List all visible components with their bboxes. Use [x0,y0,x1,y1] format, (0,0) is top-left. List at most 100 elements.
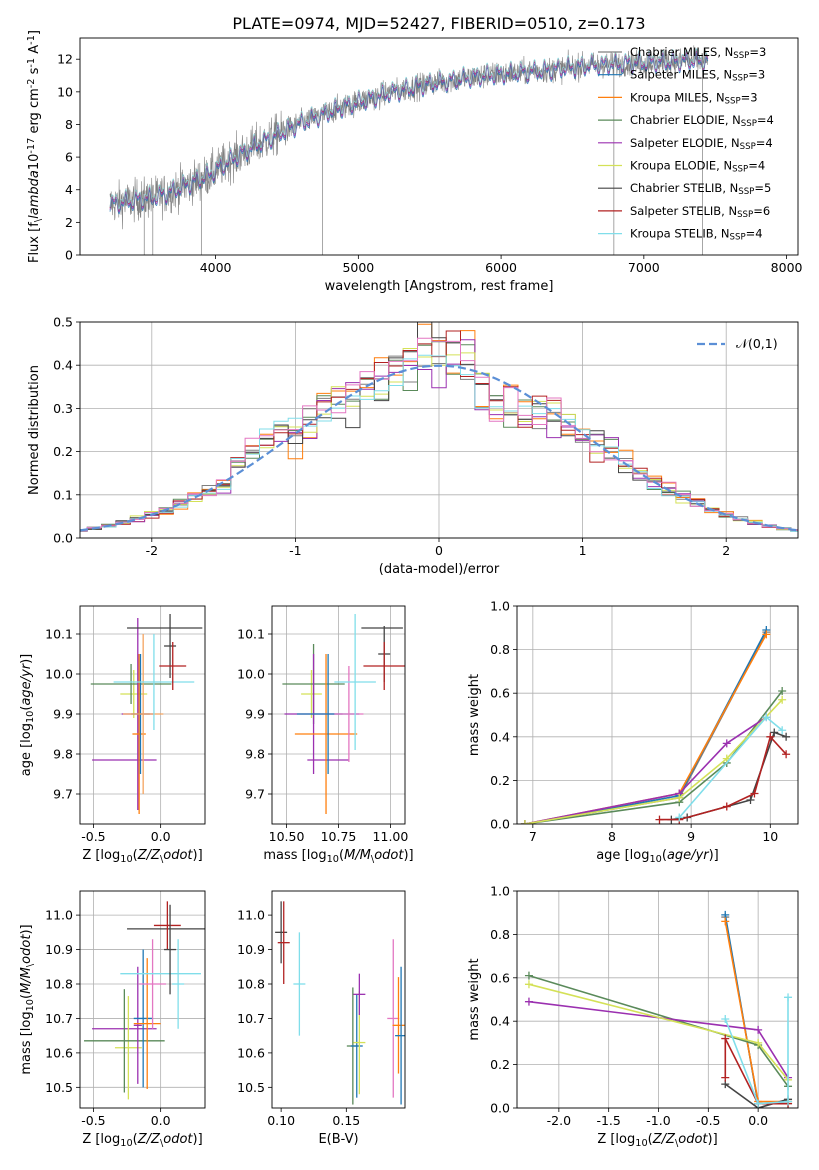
weight-marker [524,971,533,980]
y-tick-label: 8 [65,117,73,132]
plot-area [84,901,205,1100]
weight-line [724,1038,788,1105]
x-tick-label: 1 [579,543,587,558]
panel-residual_histogram: -2 -1 0 1 2 0.0 0.1 0.2 0.3 0.4 0.5 (data-model)/er… [27,315,799,577]
y-tick-label: 1.0 [490,884,510,899]
x-tick-label: 11.00 [373,829,409,844]
y-tick-label: 12 [57,52,73,67]
y-tick-label: 10.5 [237,1080,265,1095]
y-tick-label: 1.0 [490,599,510,614]
y-tick-label: 10.5 [45,1080,73,1095]
x-tick-label: 2 [722,543,730,558]
y-tick-label: 10.6 [237,1045,265,1060]
error-point [113,634,195,730]
legend-label: 𝒩(0,1) [736,336,778,351]
x-tick-label: 9 [687,829,695,844]
x-tick-label: 0 [435,543,443,558]
y-tick-label: 10.1 [237,627,265,642]
x-tick-label: 0.0 [151,1113,171,1128]
x-tick-label: 0.10 [267,1113,295,1128]
weight-marker [782,732,791,741]
legend-label: Kroupa MILES, NSSP=3 [630,90,758,106]
x-tick-label: -0.5 [81,1113,105,1128]
y-tick-label: 0.2 [490,1057,510,1072]
x-axis-label: wavelength [Angstrom, rest frame] [325,279,554,294]
x-tick-label: 0.0 [151,829,171,844]
weight-line [524,699,783,824]
y-tick-label: 10.9 [45,942,73,957]
figure-title: PLATE=0974, MJD=52427, FIBERID=0510, z=0… [232,14,645,33]
x-axis-label: Z [log10(Z/Z\odot)] [82,848,202,865]
weight-marker [778,726,787,735]
y-tick-label: 0.6 [490,970,510,985]
error-point [123,634,164,794]
weight-marker [721,1073,730,1082]
error-point [395,966,405,1105]
error-point [164,904,177,995]
error-point [301,670,322,718]
error-point [275,901,288,964]
y-tick-label: 11.0 [237,908,265,923]
error-point [387,939,400,1098]
error-point [164,614,177,678]
weight-marker [524,980,533,989]
plot-layer: 4000 5000 6000 7000 8000024681012wavelength … [19,30,803,1149]
weight-marker [770,728,779,737]
y-tick-label: 0.2 [490,773,510,788]
y-tick-label: 0.1 [53,487,73,502]
x-tick-label: 10.75 [321,829,357,844]
model-spectrum [109,48,709,210]
legend-label: Chabrier MILES, NSSP=3 [630,45,766,61]
y-axis-label: Flux [f\lambda10-17 erg cm-2 s-1 A-1] [26,30,44,263]
axes-frame [516,890,799,1109]
x-tick-label: -1 [289,543,301,558]
y-tick-label: 6 [65,150,73,165]
panel-extinction: 0.10 0.15 10.5 10.6 10.7 10.8 10.9 11.0 E(B-V) [237,890,406,1147]
weight-marker [754,1038,763,1047]
y-tick-label: 9.8 [245,747,265,762]
error-point [159,642,187,690]
legend: Chabrier MILES, NSSP=3 Salpeter MILES, NS… [598,45,774,243]
panel-age_vs_metallicity: -0.5 0.0 9.7 9.8 9.9 10.0 10.1 Z [log10(Z/Z\odo… [19,605,206,865]
weight-line [524,690,783,824]
weight-marker [746,796,755,805]
axes-frame [79,321,799,539]
x-tick-label: 0.15 [332,1113,360,1128]
x-axis-label: mass [log10(M/M\odot)] [263,848,413,865]
x-axis-label: (data-model)/error [379,562,500,577]
plot-area [520,625,791,824]
error-point [353,973,366,1015]
y-tick-label: 0.8 [490,642,510,657]
error-point [392,977,405,1074]
x-tick-label: -1.0 [646,1113,670,1128]
panel-age_vs_mass: 10.50 10.75 11.00 9.7 9.8 9.9 10.0 10.1 mass [lo… [237,605,414,865]
y-tick-label: 10.0 [45,667,73,682]
x-axis-label: age [log10(age/yr)] [596,848,719,865]
x-tick-label: -0.5 [81,829,105,844]
weight-line [524,716,767,824]
y-tick-label: 10.7 [45,1011,73,1026]
weight-marker [754,1099,763,1108]
weight-marker [721,1034,730,1043]
x-tick-label: 8 [608,829,616,844]
plot-area [282,614,405,814]
y-tick-label: 9.7 [245,787,265,802]
panel-spectrum: 4000 5000 6000 7000 8000 0 2 4 6 8 10 12 wavelength … [26,30,803,294]
x-axis-label: Z [log10(Z/Z\odot)] [597,1132,717,1149]
x-tick-label: 7 [529,829,537,844]
weight-marker [722,802,731,811]
y-tick-label: 0.0 [490,1101,510,1116]
histogram-series [80,323,798,531]
plot-area [524,910,793,1108]
plot-area [90,614,203,814]
x-tick-label: -0.5 [696,1113,720,1128]
weight-marker [754,1025,763,1034]
axes-frame [79,605,206,825]
y-tick-label: 10.1 [45,627,73,642]
weight-marker [520,820,529,824]
panel-mass_weight_vs_age: 7 8 9 10 0.0 0.2 0.4 0.6 0.8 1.0 age [log10(age/yr… [467,599,799,865]
y-axis-label: Normed distribution [27,365,42,495]
y-tick-label: 10.0 [237,667,265,682]
weight-marker [784,993,793,1002]
y-tick-label: 10.9 [237,942,265,957]
